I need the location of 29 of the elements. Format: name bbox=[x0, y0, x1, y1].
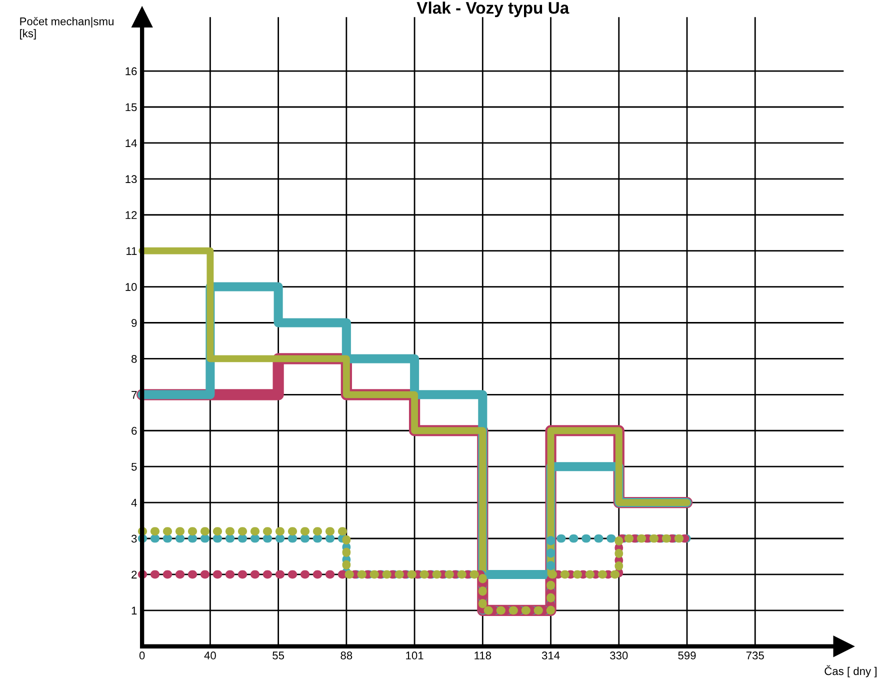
y-tick-label: 2 bbox=[132, 570, 137, 578]
chart-title: Vlak - Vozy typu Ua bbox=[416, 2, 570, 18]
y-tick-label: 7 bbox=[132, 391, 137, 399]
x-tick-label: 55 bbox=[272, 652, 284, 660]
y-axis-title: Počet mechan|smu [ks] bbox=[20, 17, 114, 40]
y-tick-label: 13 bbox=[126, 175, 137, 184]
y-tick-label: 16 bbox=[126, 67, 137, 76]
y-tick-label: 8 bbox=[132, 354, 137, 363]
y-tick-label: 11 bbox=[126, 247, 137, 255]
x-tick-label: 40 bbox=[204, 652, 216, 660]
x-tick-label: 330 bbox=[610, 652, 628, 660]
y-tick-label: 5 bbox=[131, 462, 137, 471]
x-axis-title: Čas [ dny ] bbox=[824, 665, 876, 678]
x-tick-label: 101 bbox=[406, 652, 424, 660]
x-tick-label: 88 bbox=[340, 652, 352, 660]
y-tick-label: 4 bbox=[131, 498, 137, 507]
y-tick-label: 1 bbox=[132, 606, 137, 614]
x-tick-label: 599 bbox=[678, 652, 696, 660]
y-tick-label: 6 bbox=[132, 426, 137, 435]
y-tick-label: 14 bbox=[126, 139, 137, 147]
x-tick-label: 314 bbox=[542, 652, 560, 660]
x-tick-label: 0 bbox=[139, 652, 145, 660]
x-tick-label: 735 bbox=[746, 652, 764, 660]
y-tick-label: 3 bbox=[131, 534, 137, 543]
x-tick-label: 118 bbox=[474, 652, 492, 660]
y-tick-label: 10 bbox=[126, 283, 137, 291]
y-tick-label: 9 bbox=[132, 319, 137, 327]
y-tick-label: 12 bbox=[126, 211, 137, 219]
y-tick-label: 15 bbox=[126, 103, 137, 112]
